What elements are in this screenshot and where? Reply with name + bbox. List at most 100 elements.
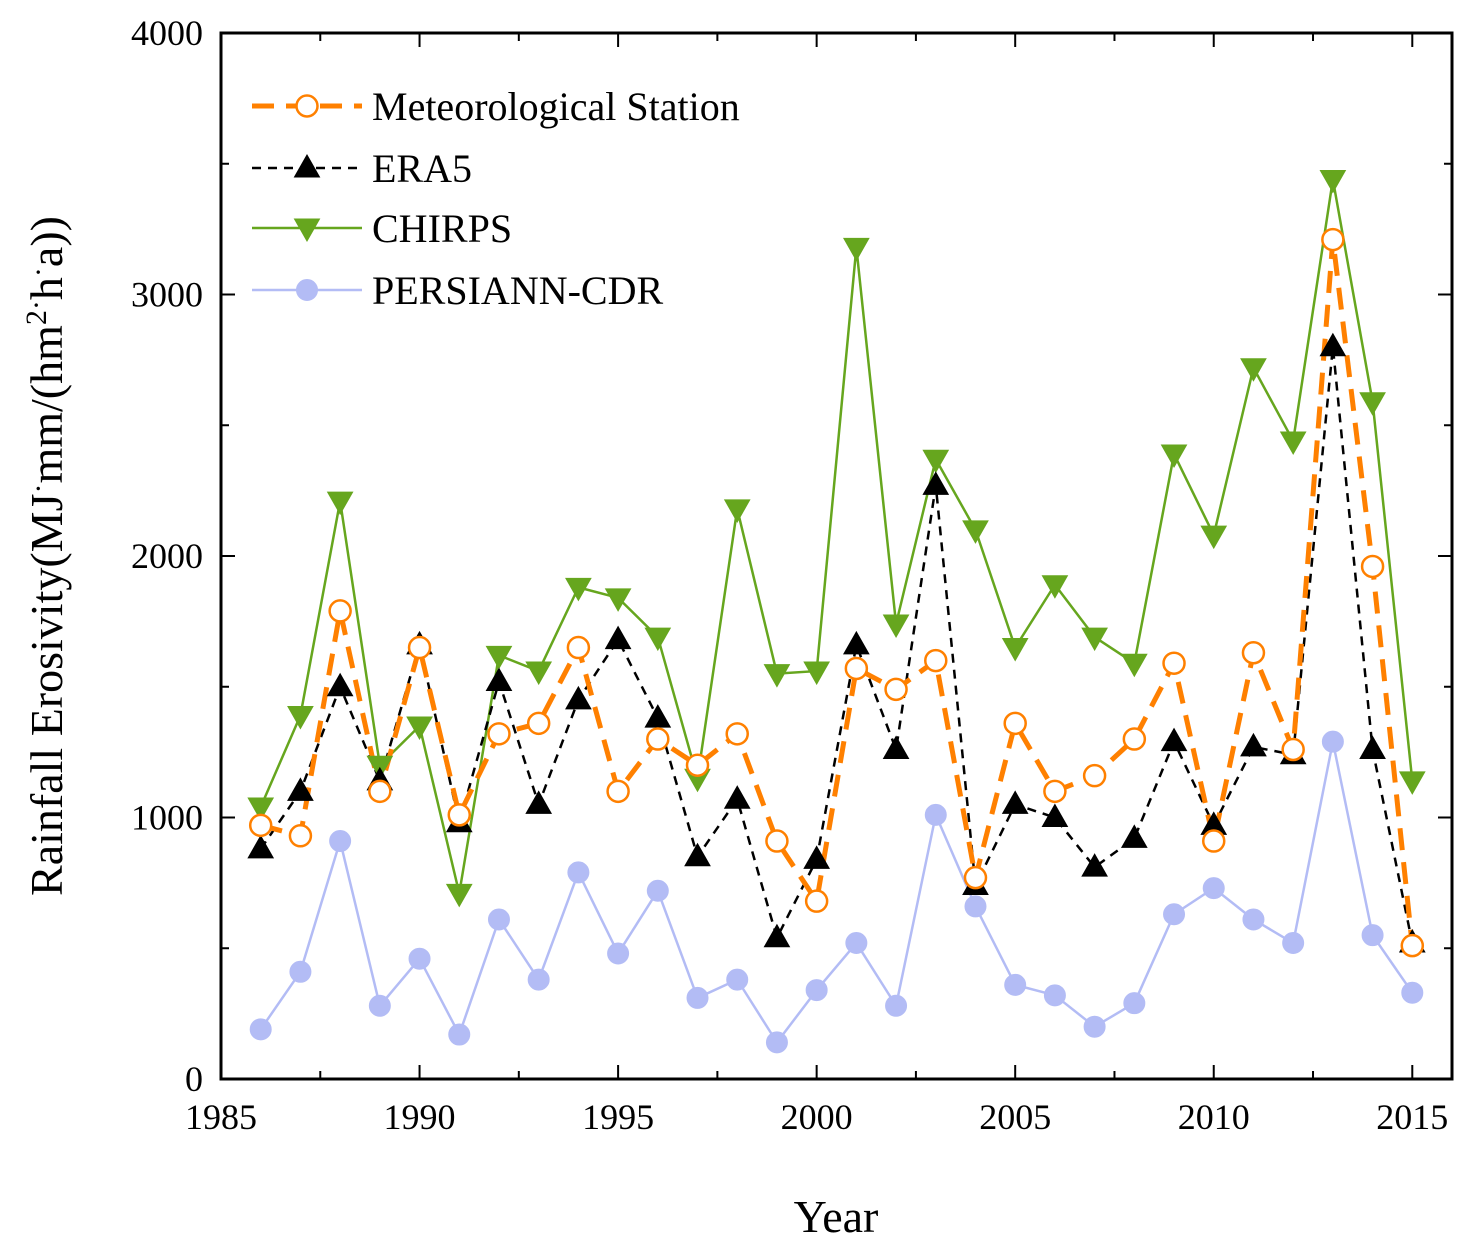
data-point-era5	[842, 630, 870, 655]
data-point-chirps	[1319, 169, 1347, 194]
data-point-persiann-cdr	[368, 994, 391, 1017]
data-point-meteorological-station	[1003, 711, 1027, 736]
series-layer	[247, 169, 1426, 1054]
data-point-meteorological-station	[447, 803, 472, 827]
data-point-chirps	[565, 577, 592, 602]
data-point-era5	[803, 845, 831, 869]
data-point-era5	[684, 842, 711, 867]
data-point-era5	[247, 834, 275, 859]
data-point-era5	[326, 672, 354, 697]
data-point-chirps	[962, 520, 989, 544]
data-point-meteorological-station	[328, 599, 352, 623]
data-point-persiann-cdr	[1004, 973, 1027, 996]
data-point-era5	[1081, 853, 1108, 877]
x-axis-title: Year	[794, 1191, 879, 1242]
data-point-persiann-cdr	[765, 1031, 788, 1054]
legend-marker-meteorological-station	[295, 94, 319, 118]
data-point-era5	[1120, 824, 1148, 848]
y-axis-title-mm: mm/(hm	[21, 325, 72, 484]
y-axis-title-main: Rainfall Erosivity(MJ	[21, 494, 72, 896]
data-point-persiann-cdr	[408, 947, 431, 970]
data-point-meteorological-station	[1400, 933, 1425, 958]
data-point-era5	[287, 777, 314, 801]
data-point-meteorological-station	[1281, 737, 1305, 762]
data-point-persiann-cdr	[646, 879, 669, 902]
data-point-meteorological-station	[685, 753, 710, 777]
y-axis-title-superscript: 2	[20, 310, 53, 325]
data-point-chirps	[1398, 771, 1426, 795]
legend: Meteorological Station ERA5 CHIRPS PERSIANN…	[252, 84, 740, 313]
data-point-persiann-cdr	[726, 968, 749, 991]
data-point-era5	[763, 923, 791, 948]
data-point-persiann-cdr	[487, 908, 510, 931]
data-point-chirps	[1001, 638, 1029, 662]
data-point-chirps	[803, 661, 831, 686]
data-point-meteorological-station	[487, 722, 511, 746]
data-point-era5	[565, 685, 592, 710]
data-point-persiann-cdr	[1043, 984, 1066, 1007]
data-point-chirps	[644, 627, 672, 652]
data-point-meteorological-station	[1201, 829, 1226, 853]
data-point-chirps	[842, 237, 870, 262]
data-point-persiann-cdr	[329, 830, 352, 853]
series-line-chirps	[259, 178, 1414, 895]
data-point-persiann-cdr	[964, 895, 987, 918]
data-point-persiann-cdr	[1321, 730, 1344, 753]
x-tick-label: 2015	[1376, 1097, 1448, 1137]
data-point-meteorological-station	[1162, 651, 1186, 675]
data-point-meteorological-station	[606, 779, 630, 804]
y-axis-title-dot-3: ·	[22, 267, 55, 277]
data-point-chirps	[1279, 431, 1307, 455]
legend-label-persiann-cdr: PERSIANN-CDR	[372, 268, 663, 313]
data-point-persiann-cdr	[1083, 1015, 1106, 1038]
data-point-chirps	[406, 716, 433, 740]
data-point-meteorological-station	[407, 635, 432, 660]
data-point-meteorological-station	[288, 824, 313, 848]
data-point-persiann-cdr	[1401, 981, 1424, 1004]
legend-label-chirps: CHIRPS	[372, 206, 512, 251]
data-point-meteorological-station	[368, 779, 392, 804]
data-point-chirps	[723, 499, 751, 523]
data-point-meteorological-station	[725, 722, 749, 746]
series-line-meteorological-station	[260, 237, 1415, 946]
data-point-meteorological-station	[844, 656, 869, 681]
data-point-persiann-cdr	[448, 1023, 471, 1046]
data-point-era5	[1160, 727, 1188, 752]
data-point-persiann-cdr	[289, 960, 312, 983]
data-point-era5	[882, 735, 910, 760]
data-point-persiann-cdr	[885, 994, 908, 1017]
data-point-meteorological-station	[1321, 227, 1345, 252]
legend-marker-era5	[293, 153, 321, 178]
data-point-meteorological-station	[1082, 763, 1107, 788]
data-point-meteorological-station	[566, 635, 591, 660]
data-point-era5	[723, 785, 751, 809]
data-point-persiann-cdr	[249, 1018, 272, 1041]
data-point-era5	[922, 471, 950, 495]
y-tick-label: 3000	[131, 275, 203, 315]
data-point-meteorological-station	[924, 648, 948, 673]
data-point-era5	[1319, 332, 1347, 357]
data-point-persiann-cdr	[1242, 908, 1265, 931]
data-point-chirps	[922, 449, 950, 474]
data-point-chirps	[763, 664, 791, 688]
data-point-chirps	[525, 661, 553, 686]
x-tick-label: 2010	[1178, 1097, 1250, 1137]
data-point-era5	[525, 790, 553, 814]
data-point-meteorological-station	[1122, 727, 1147, 751]
data-point-chirps	[1120, 653, 1148, 678]
data-point-persiann-cdr	[845, 932, 868, 955]
legend-marker-chirps	[293, 218, 321, 243]
data-point-era5	[1359, 735, 1386, 760]
data-point-persiann-cdr	[527, 968, 550, 991]
data-point-era5	[1041, 803, 1069, 827]
data-point-persiann-cdr	[567, 861, 590, 884]
y-axis-title-dot-2: ·	[20, 300, 53, 310]
x-tick-label: 1985	[185, 1097, 257, 1137]
data-point-persiann-cdr	[607, 942, 630, 965]
data-point-meteorological-station	[963, 865, 988, 890]
data-point-chirps	[1240, 358, 1267, 382]
data-point-chirps	[882, 614, 910, 639]
data-point-meteorological-station	[1043, 779, 1067, 804]
data-point-meteorological-station	[526, 711, 551, 736]
